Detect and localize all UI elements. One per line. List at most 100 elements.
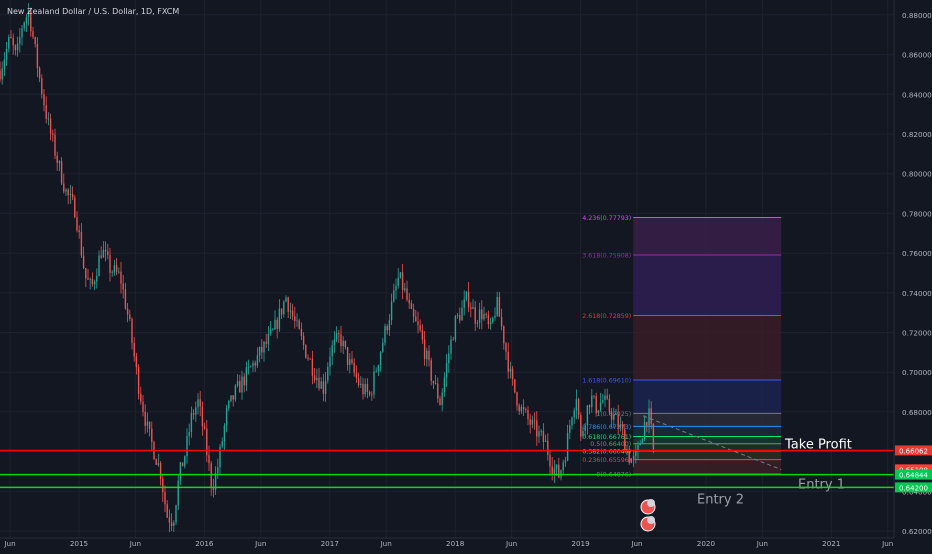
candle-body <box>324 380 327 394</box>
candle-body <box>628 450 630 463</box>
candle-body <box>368 392 371 395</box>
candle-body <box>230 395 232 402</box>
candle-body <box>30 10 32 32</box>
candle-body <box>498 297 501 317</box>
candle-body <box>243 376 245 386</box>
candle-body <box>234 385 237 400</box>
candle-body <box>564 460 567 463</box>
fib-zone <box>633 436 782 444</box>
candle-body <box>206 428 208 456</box>
candle-body <box>236 381 239 386</box>
candle-body <box>214 473 217 490</box>
candle-body <box>210 463 212 488</box>
candle-body <box>560 470 562 478</box>
candle-body <box>223 425 226 442</box>
candle-body <box>399 272 402 278</box>
candle-body <box>87 278 89 280</box>
candle-body <box>267 333 270 344</box>
fib-level-label: 2.618(0.72859) <box>582 313 631 320</box>
y-tick-label: 0.86000 <box>902 51 932 60</box>
candle-body <box>98 255 100 276</box>
candle-body <box>219 446 221 468</box>
candle-body <box>126 308 129 315</box>
candle-body <box>201 406 204 427</box>
candle-body <box>151 428 153 443</box>
candle-body <box>511 368 514 380</box>
candle-body <box>294 316 296 321</box>
candle-body <box>287 297 289 312</box>
candle-body <box>529 419 531 425</box>
candle-body <box>390 301 393 321</box>
y-tick-label: 0.88000 <box>902 11 932 20</box>
projection-line[interactable] <box>643 415 782 470</box>
y-tick-label: 0.72000 <box>902 329 932 338</box>
candle-body <box>452 339 454 341</box>
candle-body <box>344 340 347 348</box>
candle-body <box>285 297 287 302</box>
fib-zone <box>633 459 782 474</box>
candle-body <box>619 424 622 428</box>
candle-body <box>34 37 36 44</box>
candle-body <box>162 478 164 493</box>
candle-body <box>135 356 138 368</box>
candle-body <box>157 462 160 465</box>
candle-body <box>386 326 388 331</box>
candle-body <box>137 367 140 394</box>
candle-body <box>366 383 369 393</box>
candle-body <box>166 504 168 518</box>
candle-body <box>434 383 437 385</box>
candle-body <box>577 399 580 416</box>
candle-body <box>250 366 252 368</box>
price-tag <box>895 445 932 456</box>
candle-body <box>144 411 146 426</box>
fib-level-label: 3.618(0.75908) <box>582 252 631 259</box>
candle-body <box>190 413 193 433</box>
candle-body <box>124 289 127 309</box>
candle-body <box>65 189 67 192</box>
candle-body <box>360 383 362 386</box>
candle-body <box>173 522 175 526</box>
candle-body <box>516 392 518 406</box>
candle-body <box>60 161 63 184</box>
candle-body <box>538 431 540 437</box>
candle-body <box>509 368 512 372</box>
fib-zone <box>633 315 782 380</box>
y-tick-label: 0.84000 <box>902 90 932 99</box>
candle-body <box>401 272 404 291</box>
candle-body <box>256 355 259 366</box>
price-tag <box>895 482 932 493</box>
candle-body <box>245 367 248 386</box>
candle-body <box>555 464 558 469</box>
x-tick-label: 2015 <box>70 539 88 548</box>
candle-body <box>362 383 364 395</box>
candle-body <box>188 432 190 436</box>
candle-body <box>588 405 591 408</box>
candle-body <box>322 381 325 394</box>
candle-body <box>643 422 646 439</box>
candle-body <box>388 320 391 331</box>
x-tick-label: Jun <box>756 539 768 548</box>
x-tick-label: 2017 <box>321 539 339 548</box>
candle-body <box>140 393 142 402</box>
fib-zone <box>633 217 782 255</box>
candle-body <box>129 314 131 320</box>
candle-body <box>450 339 452 354</box>
candle-body <box>604 395 606 401</box>
candle-body <box>38 67 41 79</box>
candle-body <box>441 392 443 405</box>
candle-body <box>47 118 50 120</box>
candle-body <box>67 189 69 196</box>
candle-body <box>69 193 72 196</box>
candle-body <box>199 399 201 407</box>
fib-level-label: 0.5(0.66400) <box>590 441 631 448</box>
candle-body <box>481 309 483 320</box>
candle-body <box>371 394 373 396</box>
drawing-tool-icons[interactable] <box>640 499 656 532</box>
candle-body <box>49 118 52 134</box>
candle-body <box>500 316 503 327</box>
candle-body <box>465 291 468 300</box>
candle-body <box>311 359 314 376</box>
candle-body <box>155 459 157 465</box>
